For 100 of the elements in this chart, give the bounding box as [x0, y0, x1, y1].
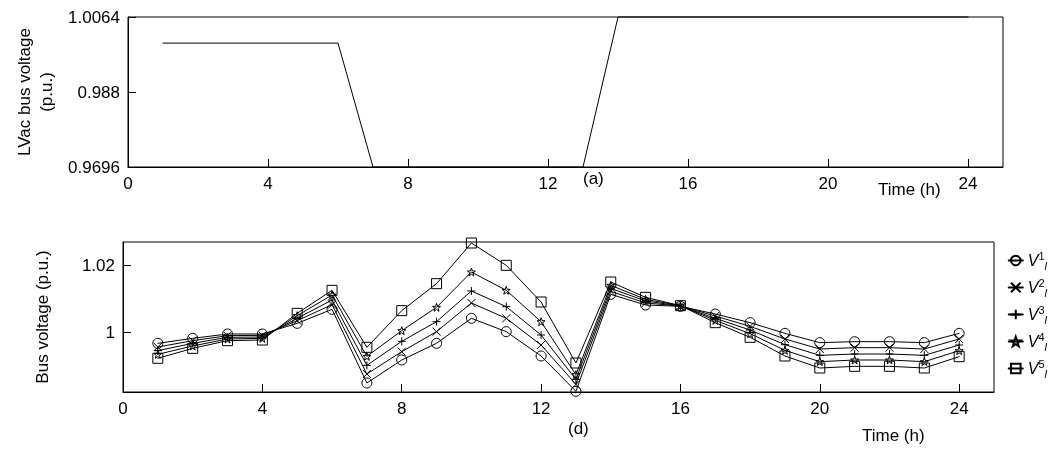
point	[850, 343, 860, 353]
point	[396, 305, 408, 317]
y-axis-title: Bus voltage (p.u.)	[32, 250, 52, 384]
point	[327, 295, 337, 305]
point	[953, 327, 965, 339]
point	[500, 326, 512, 338]
point	[153, 342, 163, 352]
x-tick-label: 20	[810, 399, 830, 418]
point	[152, 352, 164, 364]
point	[501, 285, 511, 295]
point	[466, 286, 476, 296]
point	[745, 329, 755, 339]
point	[918, 362, 930, 374]
x-tick-label: 4	[263, 174, 273, 193]
point	[501, 313, 511, 323]
point	[954, 334, 964, 344]
point	[536, 317, 546, 327]
point	[744, 331, 756, 343]
point	[397, 347, 407, 357]
y-tick-label: 1.0064	[68, 7, 120, 27]
point	[431, 278, 443, 290]
point	[362, 369, 372, 379]
point	[431, 337, 443, 349]
point	[535, 296, 547, 308]
x-tick-label: 24	[949, 399, 969, 418]
point	[535, 350, 547, 362]
point	[605, 288, 617, 300]
point	[884, 343, 894, 353]
point	[884, 355, 894, 365]
x-tick-label: 12	[538, 174, 558, 193]
x-axis-title: Time (h)	[862, 426, 925, 445]
point	[571, 370, 581, 380]
point	[815, 357, 825, 367]
x-axis-title: Time (h)	[878, 180, 941, 199]
point	[744, 317, 756, 329]
point	[152, 337, 164, 349]
text: (a)	[583, 169, 604, 188]
x-tick-label: 8	[396, 399, 407, 418]
point	[291, 307, 303, 319]
y-tick-label: 1	[105, 322, 115, 342]
point	[536, 340, 546, 350]
point	[465, 237, 477, 249]
point	[361, 341, 373, 353]
point	[362, 351, 372, 361]
point	[919, 344, 929, 354]
y-axis-title: LVac bus voltage (p.u.)	[14, 28, 56, 156]
point	[500, 259, 512, 271]
x-tick-label: 4	[257, 399, 268, 418]
point	[780, 345, 790, 355]
point	[779, 327, 791, 339]
x-tick-label: 16	[670, 399, 690, 418]
x-tick-label: 8	[403, 174, 413, 193]
point	[397, 326, 407, 336]
x-tick-label: 24	[958, 174, 978, 193]
point	[814, 337, 826, 349]
point	[501, 302, 511, 312]
point	[465, 312, 477, 324]
x-tick-label: 12	[531, 399, 551, 418]
x-tick-label: 0	[123, 174, 133, 193]
point	[953, 351, 965, 363]
point	[779, 350, 791, 362]
point	[605, 276, 617, 288]
point	[850, 355, 860, 365]
point	[883, 360, 895, 372]
point	[709, 317, 721, 329]
point	[536, 330, 546, 340]
point	[432, 327, 442, 337]
point	[432, 317, 442, 327]
x-tick-label: 0	[118, 399, 128, 418]
point	[396, 354, 408, 366]
point	[919, 357, 929, 367]
point	[570, 385, 582, 397]
point	[466, 267, 476, 277]
y-tick-label: 1.02	[81, 255, 115, 275]
point	[849, 336, 861, 348]
text: (d)	[568, 419, 589, 438]
point	[326, 303, 338, 315]
point	[571, 379, 581, 389]
point	[326, 284, 338, 296]
x-tick-label: 16	[678, 174, 698, 193]
point	[327, 290, 337, 300]
y-tick-label: 0.9696	[68, 157, 120, 177]
point	[745, 321, 755, 331]
point	[466, 298, 476, 308]
point	[432, 302, 442, 312]
point	[954, 346, 964, 356]
point	[362, 360, 372, 370]
point	[849, 360, 861, 372]
point	[571, 374, 581, 384]
point	[570, 357, 582, 369]
point	[918, 337, 930, 349]
point	[361, 377, 373, 389]
point	[883, 336, 895, 348]
point	[327, 300, 337, 310]
y-tick-label: 0.988	[77, 82, 120, 102]
point	[815, 344, 825, 354]
point	[187, 332, 199, 344]
point	[397, 336, 407, 346]
x-tick-label: 20	[818, 174, 838, 193]
point	[814, 362, 826, 374]
